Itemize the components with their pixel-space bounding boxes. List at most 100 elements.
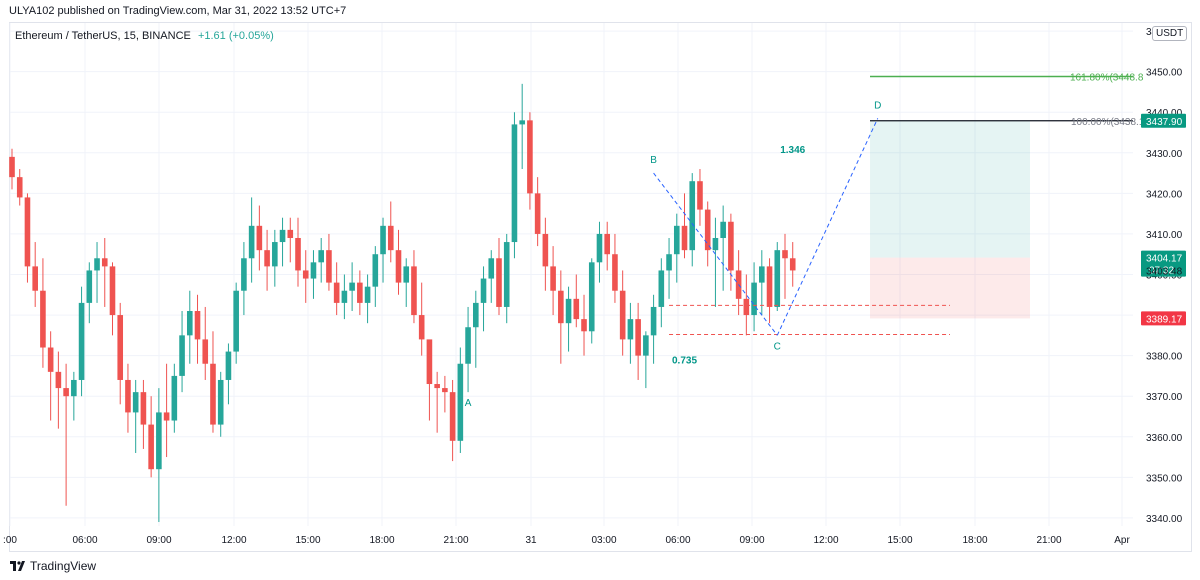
candle-body [704,209,711,251]
target-zone [870,120,1030,258]
pattern-point-c: C [774,341,781,352]
candle-body [156,412,162,470]
candle-body [372,254,379,287]
candle-body [24,197,31,267]
candle-body [310,262,317,279]
candle-body [465,327,471,364]
pattern-point-b: B [650,155,657,166]
candle-body [241,258,247,291]
y-tick-label: 3420.00 [1146,189,1183,200]
price-change: +1.61 (+0.05%) [197,30,274,42]
candle-body [573,298,580,320]
candle-body [210,363,216,425]
candle-body [279,229,286,243]
candle-body [635,319,641,356]
candle-body [558,290,564,324]
y-tick-label: 3340.00 [1146,514,1183,525]
candle-body [697,181,703,210]
candle-body [673,225,680,255]
candle-body [9,156,15,178]
candle-body [132,392,139,413]
candle-body [527,120,533,194]
candle-body [596,233,603,263]
candle-body [380,225,386,255]
x-tick-label: 06:00 [72,535,97,546]
pattern-point-d: D [874,100,881,111]
brand-label: TradingView [30,559,97,573]
candle-body [519,120,525,125]
candle-body [480,278,487,303]
candle-body [511,124,518,243]
candle-body [681,225,688,251]
candle-body [333,282,340,303]
candle-body [766,266,773,307]
pattern-point-a: A [465,398,472,409]
candle-body [496,258,502,307]
candle-body [364,286,371,303]
y-tick-label: 3430.00 [1146,149,1183,160]
symbol-legend: Ethereum / TetherUS, 15, BINANCE +1.61 (… [15,30,274,42]
x-tick-label: 21:00 [443,535,468,546]
candle-body [225,351,232,380]
candle-body [63,388,69,397]
candle-body [643,335,649,356]
price-label-bg [1141,113,1186,128]
candle-body [148,424,154,470]
candle-body [233,290,239,352]
candle-body [650,306,657,336]
candle-body [728,221,734,271]
candle-body [71,379,77,397]
candle-body [581,319,587,332]
candle-body [434,384,440,389]
candle-body [473,302,479,328]
y-tick-label: 3450.00 [1146,68,1183,79]
y-tick-label: 3410.00 [1146,230,1183,241]
price-label: 3403.48 [1146,266,1183,277]
pattern-ratio: 1.346 [780,145,805,156]
candle-body [117,315,124,380]
candle-body [186,311,193,336]
x-tick-label: 15:00 [887,535,912,546]
publisher-caption: ULYA102 published on TradingView.com, Ma… [9,5,347,17]
candle-body [426,339,433,385]
candle-body [287,229,294,238]
currency-button[interactable]: USDT [1152,26,1188,41]
y-tick-label: 3350.00 [1146,473,1183,484]
candle-body [86,270,93,303]
candle-body [720,221,726,238]
x-tick-label: 06:00 [665,535,690,546]
candle-body [604,233,611,255]
candle-body [442,388,448,393]
candle-body [264,250,270,267]
candle-body [666,254,672,271]
tradingview-logo-icon [10,561,25,571]
candle-body [689,181,696,251]
candle-body [619,290,626,340]
x-tick-label: 18:00 [369,535,394,546]
candle-body [658,270,665,307]
stop-zone [870,257,1030,319]
price-label-countdown: 07:32 [1149,266,1174,277]
candle-body [395,250,402,283]
x-tick-label: 12:00 [221,535,246,546]
price-label-bg [1141,311,1186,326]
candle-body [140,392,147,425]
x-tick-label: Apr [1114,535,1130,546]
candle-body [302,270,309,279]
candle-body [55,371,62,389]
candle-body [341,290,348,303]
x-tick-label: 15:00 [295,535,320,546]
candle-body [542,233,549,267]
candle-body [357,282,363,303]
candle-body [743,298,750,316]
candle-body [16,177,23,198]
x-tick-label: :00 [3,535,17,546]
candle-body [32,266,38,291]
candle-body [449,392,456,441]
x-tick-label: 31 [525,535,537,546]
candle-body [94,258,100,271]
candle-body [565,298,572,324]
pattern-ratio: 0.735 [672,356,697,367]
candle-body [503,242,510,307]
